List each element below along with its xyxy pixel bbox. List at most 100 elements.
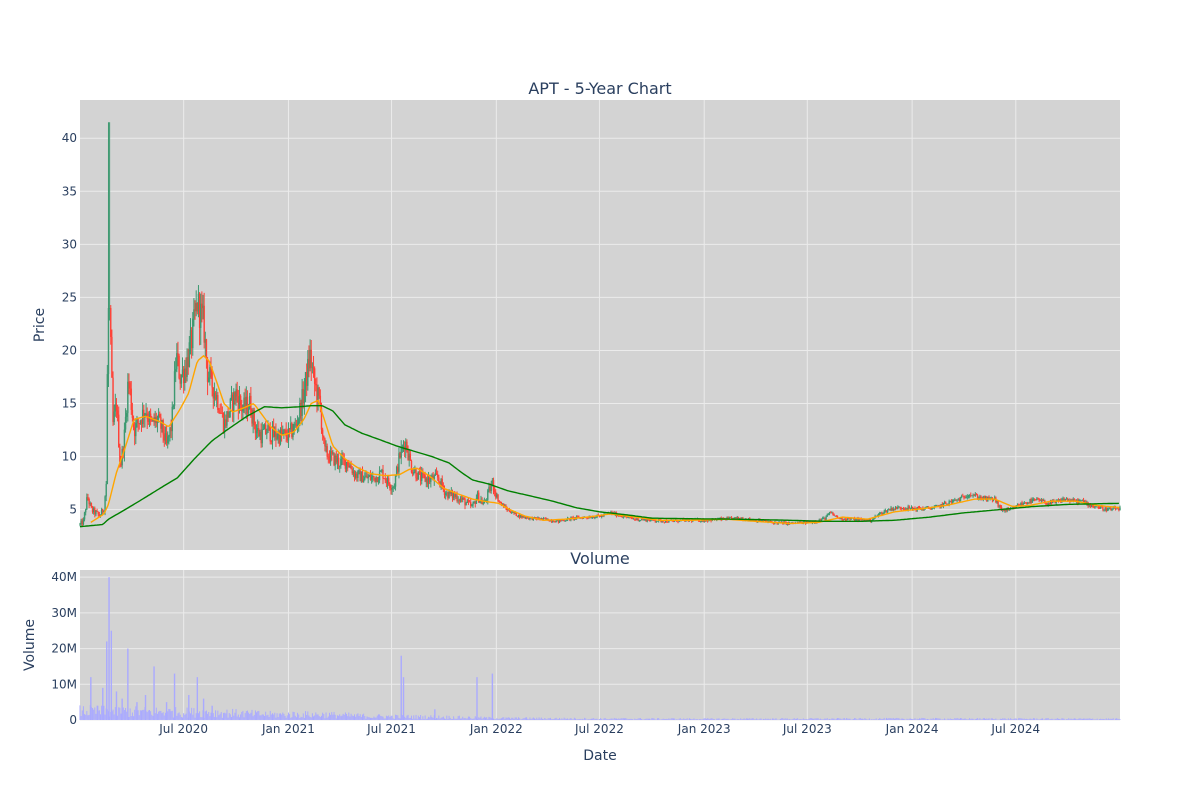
volume-bar: [866, 719, 868, 720]
volume-bar: [139, 710, 141, 720]
volume-bar: [881, 719, 883, 720]
candle-body: [890, 507, 892, 511]
volume-bar: [841, 719, 843, 720]
volume-bar: [606, 719, 608, 720]
volume-bar: [210, 712, 212, 720]
volume-bar: [688, 718, 690, 720]
candle-body: [260, 431, 262, 444]
candle-body: [464, 498, 466, 506]
candle-body: [349, 465, 351, 467]
candle-body: [431, 475, 433, 479]
candle-body: [762, 520, 765, 522]
candle-body: [704, 520, 707, 522]
volume-bar: [118, 707, 120, 720]
volume-bar: [309, 716, 311, 720]
candle-body: [884, 510, 887, 512]
volume-bar: [396, 714, 398, 720]
volume-bar: [205, 710, 207, 720]
volume-bar: [1056, 718, 1058, 720]
candle-body: [1106, 509, 1109, 512]
candle-body: [267, 425, 269, 433]
volume-bar: [545, 718, 547, 720]
volume-bar: [1040, 718, 1042, 720]
volume-bar: [713, 719, 715, 720]
volume-bar: [987, 718, 989, 720]
volume-bar: [764, 719, 766, 720]
volume-bar: [537, 719, 539, 720]
candle-body: [826, 514, 828, 517]
volume-bar: [1019, 718, 1021, 720]
x-tick-label: Jan 2023: [677, 722, 731, 736]
candle-body: [1065, 498, 1068, 500]
volume-bar: [398, 717, 400, 720]
candle-body: [974, 494, 977, 496]
volume-bar: [949, 718, 951, 720]
volume-bar: [387, 716, 389, 720]
volume-bar: [888, 718, 890, 720]
volume-bar: [122, 707, 124, 720]
candle-body: [932, 507, 934, 509]
volume-bar: [890, 718, 892, 720]
volume-bar: [691, 719, 693, 720]
volume-bar: [1048, 719, 1050, 720]
candle-body: [1006, 508, 1008, 511]
candle-body: [865, 519, 867, 521]
candle-body: [734, 517, 736, 518]
volume-bar: [192, 714, 194, 720]
candle-body: [951, 500, 954, 503]
candle-body: [1072, 499, 1074, 502]
volume-bar: [901, 718, 903, 720]
volume-bar: [186, 707, 188, 720]
candle-body: [127, 381, 129, 414]
candle-body: [292, 432, 294, 437]
volume-bar: [360, 716, 362, 720]
volume-bar: [830, 719, 832, 720]
candle-body: [468, 501, 471, 503]
volume-bar: [944, 718, 946, 720]
volume-bar: [252, 716, 254, 720]
candle-body: [550, 520, 553, 522]
volume-bar: [367, 717, 369, 720]
volume-bar: [374, 717, 376, 720]
candle-body: [546, 518, 548, 520]
volume-bar: [300, 716, 302, 720]
volume-bar: [728, 719, 730, 720]
volume-bar: [1093, 719, 1095, 720]
volume-bar: [1102, 718, 1104, 720]
volume-bar: [856, 719, 858, 720]
candle-body: [79, 523, 81, 525]
volume-bar: [480, 716, 482, 720]
volume-bar: [772, 718, 774, 720]
volume-bar: [981, 719, 983, 720]
candle-body: [988, 496, 990, 499]
volume-bar: [708, 718, 710, 720]
volume-bar: [725, 718, 727, 720]
volume-bar: [608, 719, 610, 720]
volume-bar: [265, 711, 267, 720]
candle-body: [497, 494, 499, 502]
volume-bar: [631, 719, 633, 720]
volume-bar: [913, 719, 915, 720]
volume-bar: [626, 718, 628, 720]
candle-body: [836, 515, 839, 518]
volume-bar: [964, 718, 966, 720]
volume-bar: [595, 718, 597, 720]
candle-body: [159, 414, 161, 418]
volume-bar: [277, 717, 279, 720]
candle-body: [237, 396, 240, 410]
volume-bar: [909, 718, 911, 720]
volume-bar: [260, 715, 262, 720]
volume-bar: [287, 712, 289, 720]
candle-body: [402, 446, 405, 447]
price-y-tick-label: 5: [69, 503, 77, 517]
volume-bar: [1046, 718, 1048, 720]
candle-body: [518, 514, 521, 518]
candle-body: [858, 518, 860, 521]
candle-body: [554, 522, 556, 523]
volume-bar: [439, 718, 441, 720]
candle-body: [229, 398, 232, 412]
volume-bar: [224, 712, 226, 720]
volume-bar: [718, 718, 720, 720]
volume-bar: [323, 713, 325, 720]
